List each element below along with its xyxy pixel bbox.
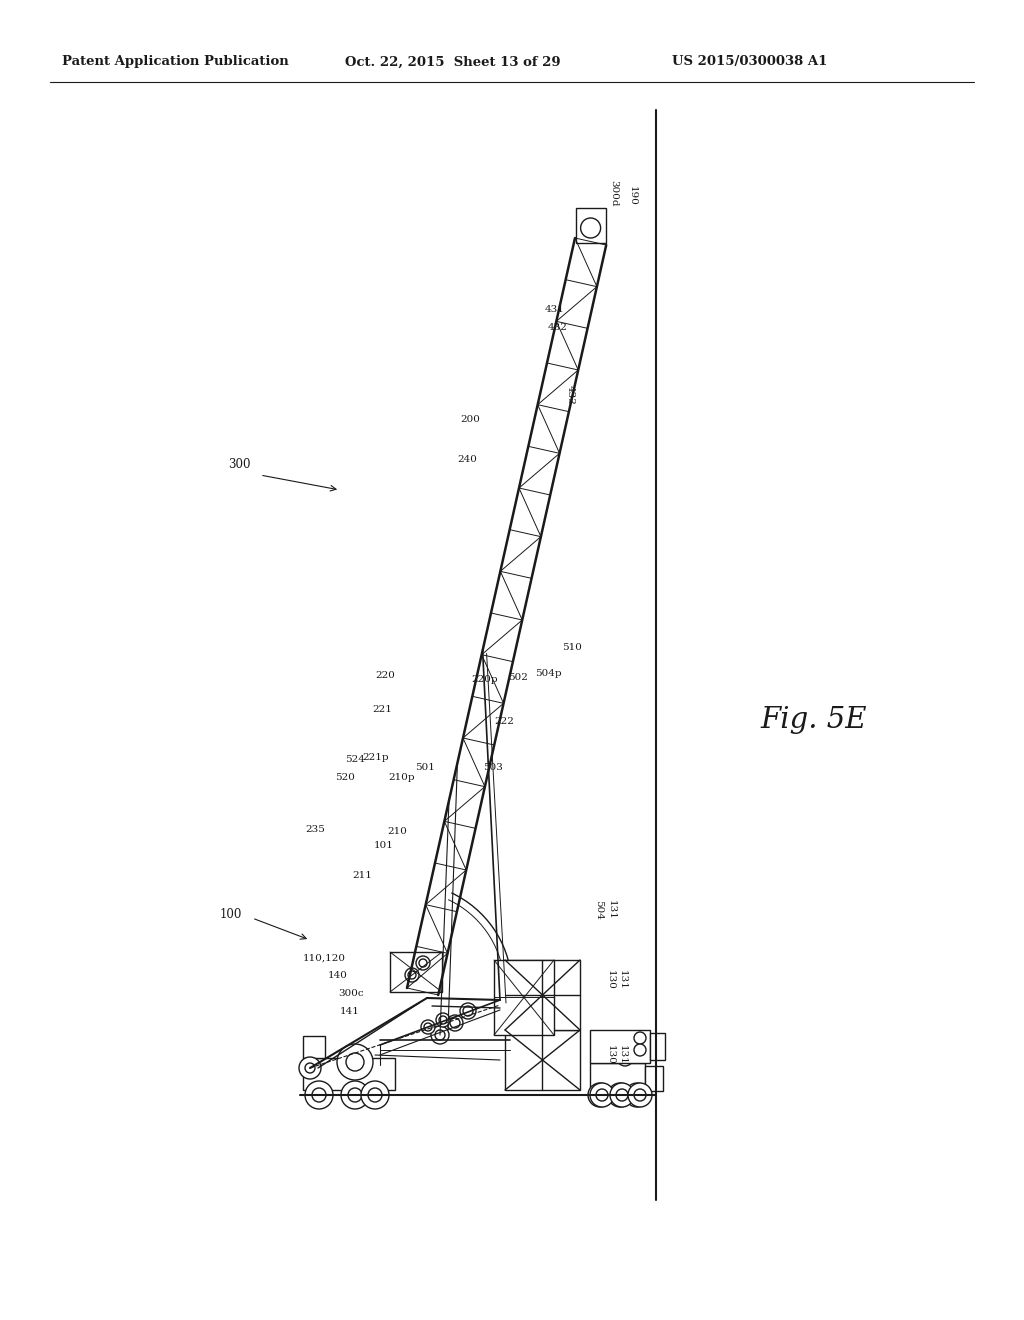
Polygon shape [645, 1067, 663, 1092]
Text: Patent Application Publication: Patent Application Publication [62, 55, 289, 69]
Circle shape [610, 1082, 634, 1107]
Circle shape [447, 1015, 463, 1031]
Circle shape [299, 1057, 321, 1078]
Circle shape [617, 1049, 633, 1067]
Text: 130: 130 [605, 1045, 614, 1065]
Circle shape [421, 1020, 435, 1034]
Text: 240: 240 [457, 455, 477, 465]
Text: 503: 503 [483, 763, 503, 772]
Text: 235: 235 [305, 825, 325, 834]
Text: 210: 210 [387, 828, 407, 837]
Text: 131: 131 [606, 900, 615, 920]
Text: 131: 131 [617, 970, 627, 990]
Text: 190: 190 [628, 186, 637, 206]
Circle shape [305, 1081, 333, 1109]
Text: US 2015/0300038 A1: US 2015/0300038 A1 [672, 55, 827, 69]
Text: 211: 211 [352, 870, 372, 879]
Circle shape [361, 1081, 389, 1109]
Polygon shape [494, 960, 554, 1035]
Text: 300: 300 [228, 458, 251, 471]
Circle shape [616, 1089, 628, 1101]
Text: 140: 140 [328, 970, 348, 979]
Polygon shape [590, 1030, 650, 1063]
Circle shape [341, 1081, 369, 1109]
Text: 222: 222 [494, 718, 514, 726]
Text: 210p: 210p [388, 774, 415, 783]
Circle shape [424, 1023, 432, 1031]
Text: 131: 131 [617, 1045, 627, 1065]
Text: 433: 433 [565, 385, 574, 405]
Text: Oct. 22, 2015  Sheet 13 of 29: Oct. 22, 2015 Sheet 13 of 29 [345, 55, 560, 69]
Circle shape [590, 1082, 614, 1107]
Text: 432: 432 [548, 323, 568, 333]
Text: 520: 520 [335, 774, 355, 783]
Circle shape [634, 1044, 646, 1056]
Circle shape [634, 1089, 646, 1101]
Circle shape [312, 1088, 326, 1102]
Text: 504: 504 [595, 900, 603, 920]
Circle shape [416, 956, 430, 970]
Polygon shape [303, 1036, 325, 1059]
Circle shape [460, 1003, 476, 1019]
Text: 220: 220 [375, 671, 395, 680]
Circle shape [463, 1006, 473, 1016]
Circle shape [625, 1082, 649, 1107]
Circle shape [346, 1053, 364, 1071]
Circle shape [614, 1089, 626, 1101]
Polygon shape [575, 209, 605, 243]
Text: 220p: 220p [471, 676, 498, 685]
Text: 300d: 300d [609, 180, 618, 206]
Circle shape [406, 968, 419, 982]
Text: 431: 431 [545, 305, 565, 314]
Polygon shape [505, 960, 580, 1030]
Circle shape [408, 972, 416, 979]
Text: 110,120: 110,120 [303, 953, 346, 962]
Text: 502: 502 [508, 672, 528, 681]
Text: 221p: 221p [362, 754, 389, 763]
Circle shape [337, 1044, 373, 1080]
Circle shape [305, 1063, 315, 1073]
Circle shape [634, 1032, 646, 1044]
Text: 300c: 300c [338, 989, 364, 998]
Text: 221: 221 [372, 705, 392, 714]
Circle shape [436, 1012, 450, 1027]
Text: 100: 100 [220, 908, 243, 921]
Polygon shape [390, 952, 442, 993]
Circle shape [594, 1089, 606, 1101]
Circle shape [348, 1088, 362, 1102]
Text: 510: 510 [562, 644, 582, 652]
Circle shape [439, 1016, 447, 1024]
Circle shape [596, 1089, 608, 1101]
Circle shape [450, 1018, 460, 1028]
Text: Fig. 5E: Fig. 5E [760, 706, 866, 734]
Circle shape [368, 1088, 382, 1102]
Text: 501: 501 [415, 763, 435, 772]
Circle shape [435, 1030, 445, 1040]
Polygon shape [590, 1063, 645, 1092]
Circle shape [581, 218, 601, 238]
Circle shape [431, 1026, 449, 1044]
Polygon shape [650, 1034, 665, 1060]
Text: 130: 130 [605, 970, 614, 990]
Circle shape [588, 1082, 612, 1107]
Circle shape [608, 1082, 632, 1107]
Circle shape [628, 1082, 652, 1107]
Text: 524: 524 [345, 755, 365, 764]
Text: 504p: 504p [535, 668, 561, 677]
Circle shape [631, 1089, 643, 1101]
Polygon shape [505, 1030, 580, 1090]
Text: 101: 101 [374, 841, 394, 850]
Text: 200: 200 [460, 416, 480, 425]
Circle shape [419, 960, 427, 968]
Polygon shape [303, 1059, 395, 1090]
Text: 141: 141 [340, 1007, 359, 1016]
